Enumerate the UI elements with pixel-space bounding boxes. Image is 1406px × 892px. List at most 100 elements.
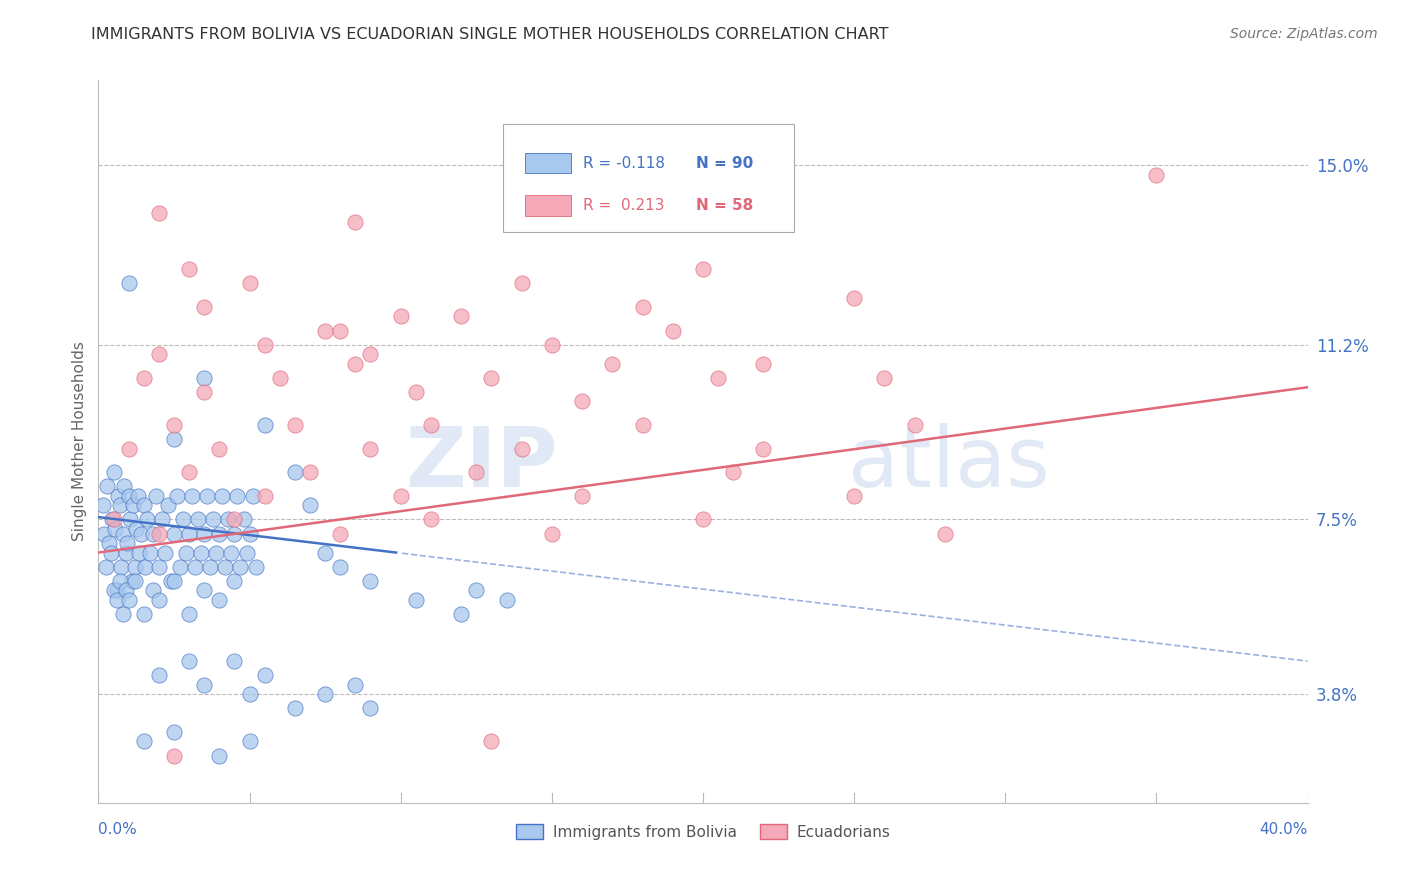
Point	[752, 357, 775, 371]
Point	[284, 417, 307, 432]
Point	[104, 522, 127, 536]
Y-axis label: Single Mother Households: Single Mother Households	[72, 342, 87, 541]
Point	[108, 574, 131, 588]
Point	[631, 417, 654, 432]
Text: N = 58: N = 58	[696, 199, 754, 213]
Text: atlas: atlas	[848, 423, 1050, 504]
Text: R =  0.213: R = 0.213	[583, 199, 664, 213]
Point	[142, 583, 165, 598]
Point	[253, 668, 276, 682]
Point	[129, 526, 152, 541]
Point	[205, 545, 228, 559]
Point	[360, 347, 382, 361]
Point	[98, 536, 121, 550]
Point	[389, 489, 412, 503]
Point	[239, 734, 262, 748]
Point	[360, 442, 382, 456]
Point	[110, 559, 132, 574]
Point	[148, 668, 170, 682]
Point	[707, 371, 730, 385]
FancyBboxPatch shape	[526, 195, 571, 216]
Point	[510, 442, 533, 456]
Point	[100, 545, 122, 559]
Point	[420, 417, 443, 432]
Point	[540, 526, 562, 541]
Point	[148, 559, 170, 574]
Point	[124, 574, 146, 588]
Point	[91, 498, 114, 512]
Point	[465, 583, 488, 598]
Point	[145, 489, 167, 503]
Point	[232, 512, 254, 526]
Point	[108, 498, 131, 512]
FancyBboxPatch shape	[503, 124, 793, 232]
Point	[163, 748, 186, 763]
Point	[571, 394, 593, 409]
Point	[128, 545, 150, 559]
Text: N = 90: N = 90	[696, 156, 754, 171]
Point	[360, 701, 382, 715]
Point	[723, 465, 745, 479]
Point	[229, 559, 252, 574]
Point	[103, 512, 125, 526]
Point	[193, 583, 215, 598]
Point	[450, 607, 472, 621]
Point	[1146, 168, 1168, 182]
Point	[193, 371, 215, 385]
Point	[174, 545, 197, 559]
Point	[405, 384, 427, 399]
Point	[156, 498, 179, 512]
Point	[405, 592, 427, 607]
Point	[179, 607, 201, 621]
Point	[211, 489, 233, 503]
Point	[873, 371, 896, 385]
Point	[221, 545, 243, 559]
Point	[314, 545, 336, 559]
Point	[389, 310, 412, 324]
Point	[602, 357, 624, 371]
Point	[284, 701, 307, 715]
Point	[121, 574, 143, 588]
Point	[184, 559, 207, 574]
Point	[195, 489, 218, 503]
Point	[202, 512, 225, 526]
Point	[112, 479, 135, 493]
Point	[96, 479, 118, 493]
Point	[465, 465, 488, 479]
Point	[224, 654, 246, 668]
Text: 0.0%: 0.0%	[98, 822, 138, 837]
Point	[344, 678, 367, 692]
Point	[269, 371, 291, 385]
Point	[103, 583, 125, 598]
Point	[193, 300, 215, 314]
Point	[481, 734, 503, 748]
Point	[115, 536, 138, 550]
Point	[163, 526, 186, 541]
Point	[242, 489, 264, 503]
Point	[631, 300, 654, 314]
Point	[904, 417, 927, 432]
Point	[148, 347, 170, 361]
Point	[214, 559, 236, 574]
Text: R = -0.118: R = -0.118	[583, 156, 665, 171]
Point	[329, 324, 352, 338]
Point	[105, 592, 128, 607]
Point	[93, 526, 115, 541]
Point	[224, 574, 246, 588]
Point	[208, 526, 231, 541]
Point	[752, 442, 775, 456]
Point	[134, 559, 156, 574]
Point	[120, 512, 142, 526]
Point	[481, 371, 503, 385]
Point	[208, 442, 231, 456]
Point	[239, 687, 262, 701]
Point	[235, 545, 257, 559]
Point	[163, 725, 186, 739]
Point	[118, 592, 141, 607]
Point	[142, 526, 165, 541]
Point	[450, 310, 472, 324]
Point	[193, 384, 215, 399]
Point	[163, 417, 186, 432]
Point	[540, 337, 562, 351]
Point	[329, 526, 352, 541]
